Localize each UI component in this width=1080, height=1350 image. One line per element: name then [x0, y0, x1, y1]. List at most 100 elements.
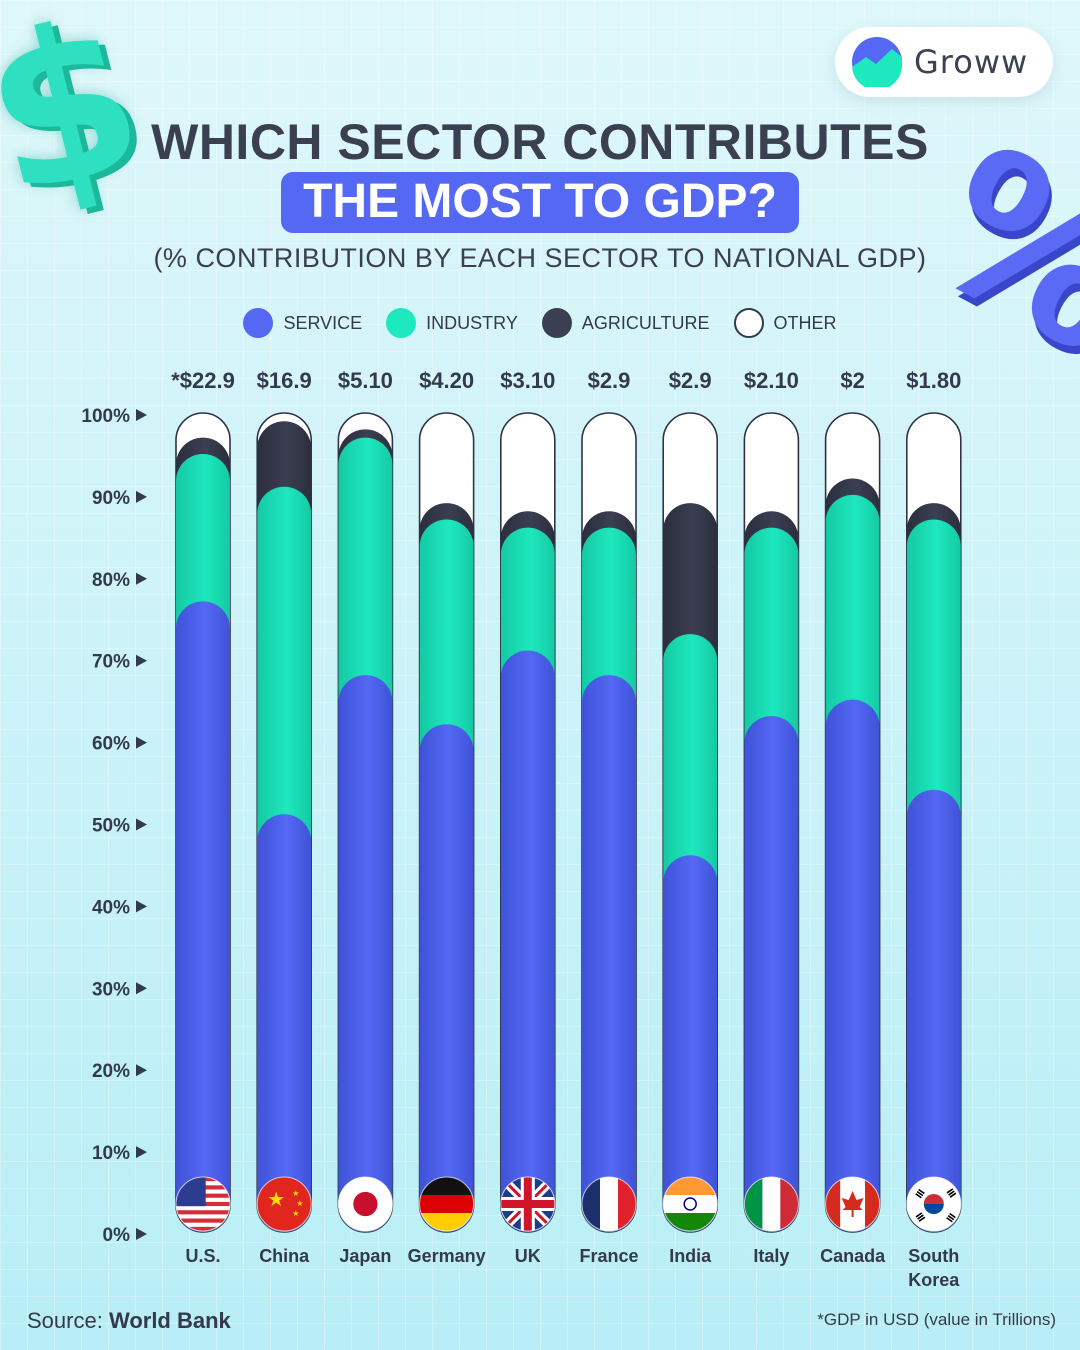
flag-ring	[500, 1176, 556, 1232]
germany-flag-icon	[419, 1177, 474, 1231]
bar-stack	[338, 429, 393, 1232]
gdp-label: $2.9	[588, 368, 631, 393]
y-tick-label: 20%	[92, 1061, 130, 1082]
flag-ring	[581, 1176, 637, 1232]
legend-swatch-other	[733, 308, 764, 338]
gdp-label: $4.20	[419, 368, 474, 393]
bar-stack	[419, 503, 474, 1232]
y-tick-arrow-icon	[136, 654, 147, 667]
svg-text:★: ★	[296, 1199, 303, 1208]
flag-ring	[825, 1176, 881, 1232]
bar-stack	[176, 437, 230, 1232]
bar-segment-service	[906, 789, 961, 1232]
india-flag-icon	[663, 1177, 718, 1231]
source-name: World Bank	[108, 1308, 231, 1333]
bar-segment-service	[825, 699, 880, 1232]
legend-label-agriculture: AGRICULTURE	[581, 312, 710, 333]
title-line-2: THE MOST TO GDP?	[281, 172, 799, 233]
y-tick-label: 100%	[81, 406, 130, 427]
subtitle: (% CONTRIBUTION BY EACH SECTOR TO NATION…	[153, 243, 927, 273]
south-korea-flag-icon	[906, 1177, 961, 1231]
y-tick-arrow-icon	[136, 409, 147, 421]
legend: SERVICE INDUSTRY AGRICULTURE OTHER	[0, 308, 1080, 338]
gdp-label: $16.9	[257, 368, 312, 393]
legend-item-other: OTHER	[733, 308, 837, 338]
bar-stack	[744, 511, 799, 1232]
country-label: UK	[515, 1246, 541, 1266]
y-tick-arrow-icon	[136, 982, 147, 995]
y-tick-arrow-icon	[136, 1146, 147, 1159]
gdp-label: $1.80	[906, 368, 961, 393]
gdp-label: *$22.9	[171, 368, 235, 393]
country-label: France	[579, 1246, 638, 1266]
bar-segment-service	[582, 675, 636, 1232]
y-tick-arrow-icon	[136, 1228, 147, 1240]
gdp-label: $5.10	[338, 368, 393, 393]
legend-swatch-agriculture	[541, 308, 572, 338]
country-label: U.S.	[185, 1246, 220, 1266]
japan-flag-icon	[338, 1177, 393, 1231]
legend-label-service: SERVICE	[283, 312, 363, 333]
y-tick-label: 90%	[92, 488, 130, 509]
y-tick-label: 80%	[92, 570, 130, 591]
source-line: Source: World Bank	[27, 1308, 231, 1334]
y-tick-arrow-icon	[136, 818, 147, 831]
bar-stack	[582, 511, 636, 1232]
y-tick-label: 50%	[92, 816, 130, 837]
svg-text:★: ★	[292, 1189, 299, 1198]
svg-text:★: ★	[292, 1209, 299, 1218]
legend-item-industry: INDUSTRY	[386, 308, 518, 338]
y-tick-arrow-icon	[136, 572, 147, 585]
legend-label-other: OTHER	[773, 312, 837, 333]
bar-segment-service	[663, 855, 718, 1232]
country-label: Korea	[908, 1270, 960, 1290]
country-label: China	[259, 1246, 310, 1266]
flag-ring	[337, 1176, 393, 1232]
groww-logo: Groww	[835, 27, 1053, 97]
bar-segment-service	[257, 814, 312, 1232]
country-label: Italy	[753, 1246, 789, 1266]
china-flag-icon: ★ ★★★	[257, 1177, 312, 1231]
country-label: Canada	[820, 1246, 886, 1266]
bar-stack	[257, 421, 312, 1232]
svg-text:★: ★	[267, 1189, 285, 1211]
y-tick-arrow-icon	[136, 736, 147, 749]
title-line-1: WHICH SECTOR CONTRIBUTES	[151, 114, 929, 170]
country-label: Germany	[408, 1246, 486, 1266]
legend-swatch-service	[243, 308, 274, 338]
bar-segment-service	[419, 724, 474, 1232]
y-tick-arrow-icon	[136, 490, 147, 503]
y-tick-label: 70%	[92, 652, 130, 673]
italy-flag-icon	[744, 1177, 799, 1231]
bar-stack	[825, 478, 880, 1232]
y-tick-label: 60%	[92, 734, 130, 755]
flag-ring	[662, 1176, 718, 1232]
y-tick-arrow-icon	[136, 1064, 147, 1077]
country-label: South	[908, 1246, 959, 1266]
source-prefix: Source:	[27, 1308, 103, 1333]
bar-stack	[663, 503, 718, 1232]
y-tick-label: 30%	[92, 979, 130, 1000]
bar-stack	[500, 511, 555, 1232]
flag-ring	[743, 1176, 799, 1232]
gdp-label: $2.10	[744, 368, 799, 393]
y-tick-arrow-icon	[136, 900, 147, 913]
legend-label-industry: INDUSTRY	[426, 312, 518, 333]
legend-item-agriculture: AGRICULTURE	[541, 308, 710, 338]
flag-ring	[175, 1176, 231, 1232]
country-label: India	[669, 1246, 712, 1266]
gdp-label: $3.10	[500, 368, 555, 393]
gdp-label: $2	[840, 368, 864, 393]
y-tick-label: 10%	[92, 1143, 130, 1164]
brand-name: Groww	[914, 43, 1029, 81]
flag-ring	[419, 1176, 475, 1232]
bar-segment-service	[338, 675, 393, 1232]
bar-segment-service	[176, 601, 230, 1232]
uk-flag-icon	[500, 1177, 555, 1231]
bar-segment-service	[500, 650, 555, 1232]
france-flag-icon	[582, 1177, 636, 1231]
legend-item-service: SERVICE	[243, 308, 362, 338]
y-tick-label: 40%	[92, 897, 130, 918]
gdp-label: $2.9	[669, 368, 712, 393]
